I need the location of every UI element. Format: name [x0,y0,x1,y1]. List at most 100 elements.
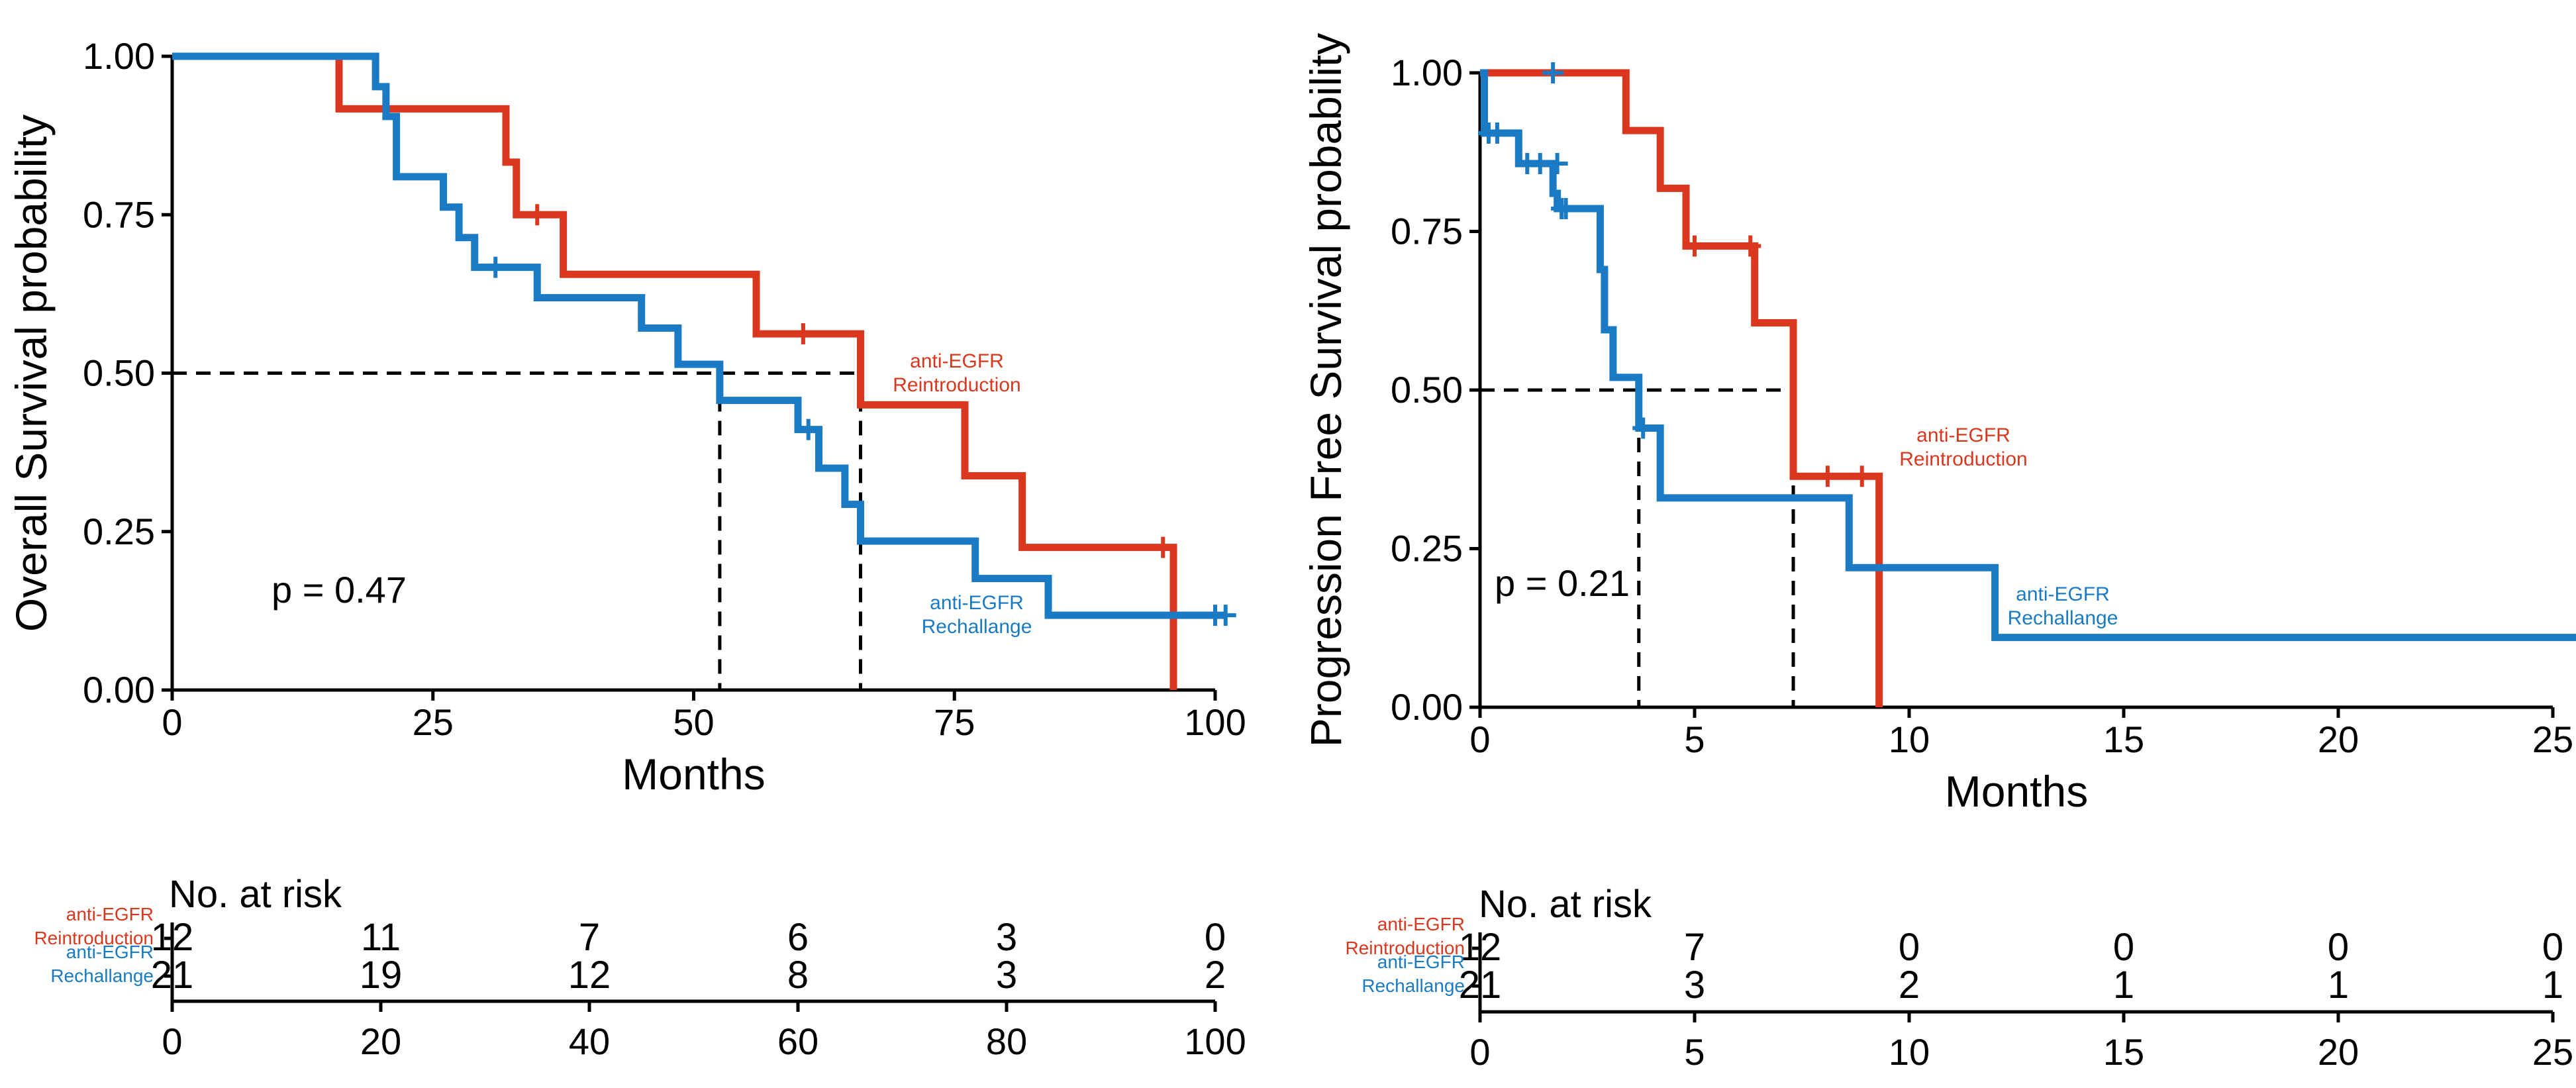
censor-mark [1542,62,1564,83]
risk-x-tick-label: 25 [2532,1031,2573,1073]
x-tick-label: 0 [162,701,182,743]
censor-mark [1546,152,1568,174]
risk-value: 7 [1684,926,1705,969]
y-tick-label: 0.25 [1391,528,1463,569]
km-curve-reintroduction [172,52,1177,690]
risk-value: 2 [1205,954,1226,997]
risk-table-title: No. at risk [169,873,342,916]
group-label-rechallange: Rechallange [2008,607,2118,629]
group-label-reintroduction: anti-EGFR [1916,424,2010,446]
x-tick-label: 15 [2103,718,2144,760]
km-curve-rechallange [172,52,1226,619]
risk-table-title: No. at risk [1479,883,1652,926]
censor-mark [1555,198,1577,220]
group-label-rechallange: anti-EGFR [2016,583,2110,605]
y-tick-label: 1.00 [83,35,155,77]
risk-row-label-rechallange: Rechallange [1362,975,1465,996]
y-tick-label: 0.00 [1391,686,1463,728]
y-tick-label: 0.75 [1391,211,1463,252]
risk-row-label-reintroduction: Reintroduction [34,928,154,948]
risk-x-tick-label: 100 [1184,1020,1246,1062]
risk-value: 1 [2328,964,2349,1007]
x-tick-label: 20 [2318,718,2359,760]
risk-x-tick-label: 0 [1469,1031,1490,1073]
risk-value: 3 [996,916,1017,959]
km-panel-2: 0.00 0.25 0.50 0.75 1.00 0 5 10 15 20 25 Months Prog… [1301,33,2576,816]
risk-x-tick-label: 40 [569,1020,610,1062]
y-tick-label: 0.25 [83,511,155,552]
censor-mark [1152,536,1174,558]
risk-value: 3 [1684,964,1705,1007]
x-axis-title: Months [622,750,765,799]
y-tick-label: 0.00 [83,669,155,711]
risk-row-label-reintroduction: Reintroduction [1345,938,1465,958]
risk-row-label-reintroduction: anti-EGFR [66,904,154,924]
censor-mark [1684,235,1705,257]
y-axis-title: Progression Free Survival probability [1301,33,1350,747]
x-tick-label: 100 [1184,701,1246,743]
risk-row-label-rechallange: anti-EGFR [66,942,154,962]
risk-x-tick-label: 0 [162,1020,182,1062]
risk-value: 0 [2113,926,2134,969]
risk-value: 2 [1899,964,1920,1007]
censor-mark [792,323,814,345]
y-tick-label: 1.00 [1391,52,1463,93]
censor-mark [485,256,507,278]
y-tick-label: 0.50 [1391,369,1463,411]
risk-axis [170,922,1215,1003]
risk-row-label-reintroduction: anti-EGFR [1377,914,1465,934]
risk-x-tick-label: 5 [1684,1031,1705,1073]
risk-value: 0 [2542,926,2563,969]
risk-value: 0 [2328,926,2349,969]
x-tick-label: 0 [1469,718,1490,760]
risk-value: 0 [1205,916,1226,959]
x-tick-label: 75 [934,701,975,743]
censor-mark [797,419,819,440]
risk-value: 3 [996,954,1017,997]
risk-x-tick-label: 20 [360,1020,401,1062]
risk-value: 11 [361,916,401,959]
risk-value: 1 [2113,964,2134,1007]
risk-value: 19 [360,954,403,997]
risk-x-tick-label: 60 [777,1020,818,1062]
censor-mark [1740,235,1761,257]
group-label-reintroduction: anti-EGFR [910,350,1004,372]
p-value: p = 0.21 [1495,562,1630,604]
risk-value: 6 [787,916,809,959]
x-axis-title: Months [1945,767,2088,816]
censor-mark [1486,123,1508,144]
x-tick-label: 25 [413,701,454,743]
x-tick-label: 25 [2532,718,2573,760]
censor-mark [1851,466,1873,487]
risk-x-tick-label: 20 [2318,1031,2359,1073]
risk-x-tick-label: 80 [986,1020,1027,1062]
risk-row-label-rechallange: anti-EGFR [1377,952,1465,972]
risk-value: 8 [787,954,809,997]
y-tick-label: 0.75 [83,193,155,235]
censor-mark [1632,417,1654,439]
group-label-rechallange: anti-EGFR [930,592,1024,614]
x-tick-label: 10 [1889,718,1930,760]
p-value: p = 0.47 [272,569,407,611]
x-tick-label: 50 [673,701,714,743]
risk-x-tick-label: 15 [2103,1031,2144,1073]
risk-axis [1478,932,2553,1014]
risk-value: 0 [1899,926,1920,969]
censor-mark [526,204,548,226]
group-label-reintroduction: Reintroduction [893,374,1020,396]
y-tick-label: 0.50 [83,352,155,394]
risk-row-label-rechallange: Rechallange [50,965,154,986]
censor-mark [1214,605,1236,626]
risk-x-tick-label: 10 [1889,1031,1930,1073]
group-label-rechallange: Rechallange [922,616,1032,638]
km-curve-rechallange [1480,69,2576,642]
y-axis-title: Overall Survival probability [7,115,56,632]
risk-value: 1 [2542,964,2563,1007]
km-panel-1: 0.00 0.25 0.50 0.75 1.00 0 25 50 75 100 Months Over… [7,35,1246,799]
group-label-reintroduction: Reintroduction [1899,448,2027,470]
risk-value: 12 [568,954,611,997]
censor-mark [1816,466,1838,487]
